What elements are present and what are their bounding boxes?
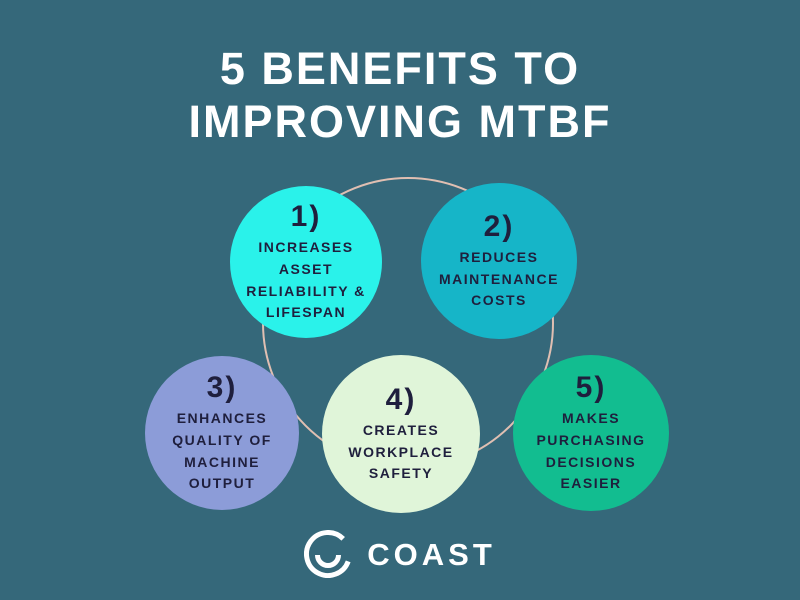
page-title-line2: IMPROVING MTBF bbox=[188, 96, 612, 147]
benefit-label: REDUCES MAINTENANCE COSTS bbox=[439, 248, 559, 309]
benefit-circle-1: 1) INCREASES ASSET RELIABILITY & LIFESPA… bbox=[230, 186, 382, 338]
benefit-circle-5: 5) MAKES PURCHASING DECISIONS EASIER bbox=[513, 355, 669, 511]
coast-wordmark: COAST bbox=[367, 536, 496, 572]
coast-logo: COAST bbox=[0, 530, 800, 578]
page-title-line1: 5 BENEFITS TO bbox=[219, 43, 581, 94]
benefit-circle-4: 4) CREATES WORKPLACE SAFETY bbox=[322, 355, 480, 513]
benefit-circle-2: 2) REDUCES MAINTENANCE COSTS bbox=[421, 183, 577, 339]
benefit-number: 3) bbox=[206, 371, 238, 405]
benefit-number: 5) bbox=[575, 371, 607, 405]
benefit-number: 2) bbox=[483, 209, 515, 243]
page-title: 5 BENEFITS TO IMPROVING MTBF bbox=[0, 42, 800, 148]
benefit-label: CREATES WORKPLACE SAFETY bbox=[348, 421, 454, 482]
benefit-label: INCREASES ASSET RELIABILITY & LIFESPAN bbox=[246, 239, 366, 321]
benefit-number: 4) bbox=[385, 382, 417, 416]
coast-smile-logo-icon bbox=[304, 530, 352, 578]
benefit-label: ENHANCES QUALITY OF MACHINE OUTPUT bbox=[172, 410, 272, 492]
benefit-number: 1) bbox=[290, 200, 322, 234]
benefit-label: MAKES PURCHASING DECISIONS EASIER bbox=[536, 410, 646, 492]
benefit-circle-3: 3) ENHANCES QUALITY OF MACHINE OUTPUT bbox=[145, 356, 299, 510]
